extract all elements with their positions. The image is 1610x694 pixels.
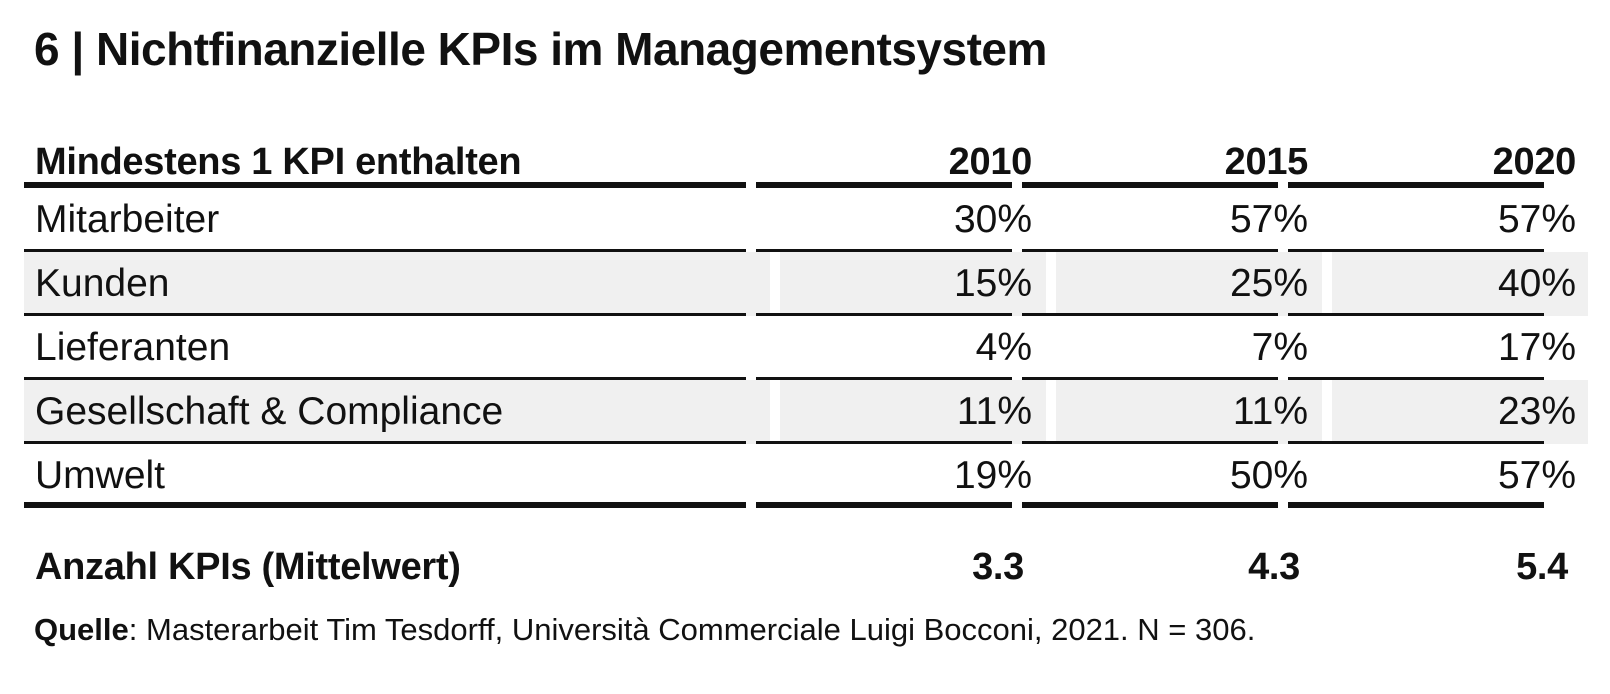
header-year-2010: 2010 [948,140,1033,183]
page-title: 6 | Nichtfinanzielle KPIs im Managements… [34,23,1047,75]
total-value-2010: 3.3 [972,545,1024,588]
table-total-row: Anzahl KPIs (Mittelwert) 3.3 4.3 5.4 [24,508,1588,612]
row-value-2015: 25% [1056,252,1322,316]
row-divider [24,377,1588,380]
row-value-2010: 15% [780,252,1046,316]
table-row: Gesellschaft & Compliance 11% 11% 23% [24,380,1588,444]
table-header-row: Mindestens 1 KPI enthalten 2010 2015 202… [24,136,1588,188]
row-divider [24,313,1588,316]
row-label: Gesellschaft & Compliance [24,380,770,444]
header-year-2015: 2015 [1224,140,1309,183]
header-label: Mindestens 1 KPI enthalten [35,140,522,183]
table-bottom-rule [24,502,1588,508]
total-value-2020: 5.4 [1516,545,1568,588]
header-year-2020: 2020 [1492,140,1577,183]
row-value-2010: 4% [975,326,1032,369]
row-divider [24,249,1588,252]
row-value-2010: 11% [780,380,1046,444]
table-row: Umwelt 19% 50% 57% [24,444,1588,508]
row-label: Kunden [24,252,770,316]
row-value-2020: 57% [1497,454,1576,497]
table-row: Mitarbeiter 30% 57% 57% [24,188,1588,252]
table-row: Lieferanten 4% 7% 17% [24,316,1588,380]
row-value-2020: 57% [1497,198,1576,241]
kpi-table: Mindestens 1 KPI enthalten 2010 2015 202… [24,136,1588,612]
source-label: Quelle [34,612,129,647]
row-value-2020: 23% [1332,380,1588,444]
row-value-2015: 7% [1251,326,1308,369]
table-row: Kunden 15% 25% 40% [24,252,1588,316]
row-value-2020: 40% [1332,252,1588,316]
total-value-2015: 4.3 [1248,545,1300,588]
row-value-2020: 17% [1497,326,1576,369]
source-text: Masterarbeit Tim Tesdorff, Università Co… [137,612,1256,647]
row-value-2010: 19% [953,454,1032,497]
row-label: Lieferanten [35,326,231,369]
row-value-2015: 50% [1229,454,1308,497]
row-label: Umwelt [35,454,166,497]
row-divider [24,441,1588,444]
header-rule [24,182,1588,188]
source-note: Quelle: Masterarbeit Tim Tesdorff, Unive… [34,612,1255,648]
total-label: Anzahl KPIs (Mittelwert) [35,545,461,588]
row-value-2015: 11% [1056,380,1322,444]
row-value-2015: 57% [1229,198,1308,241]
source-separator: : [128,612,138,647]
row-value-2010: 30% [953,198,1032,241]
row-label: Mitarbeiter [35,198,220,241]
